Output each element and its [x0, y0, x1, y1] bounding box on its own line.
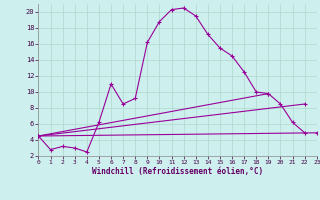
X-axis label: Windchill (Refroidissement éolien,°C): Windchill (Refroidissement éolien,°C) — [92, 167, 263, 176]
